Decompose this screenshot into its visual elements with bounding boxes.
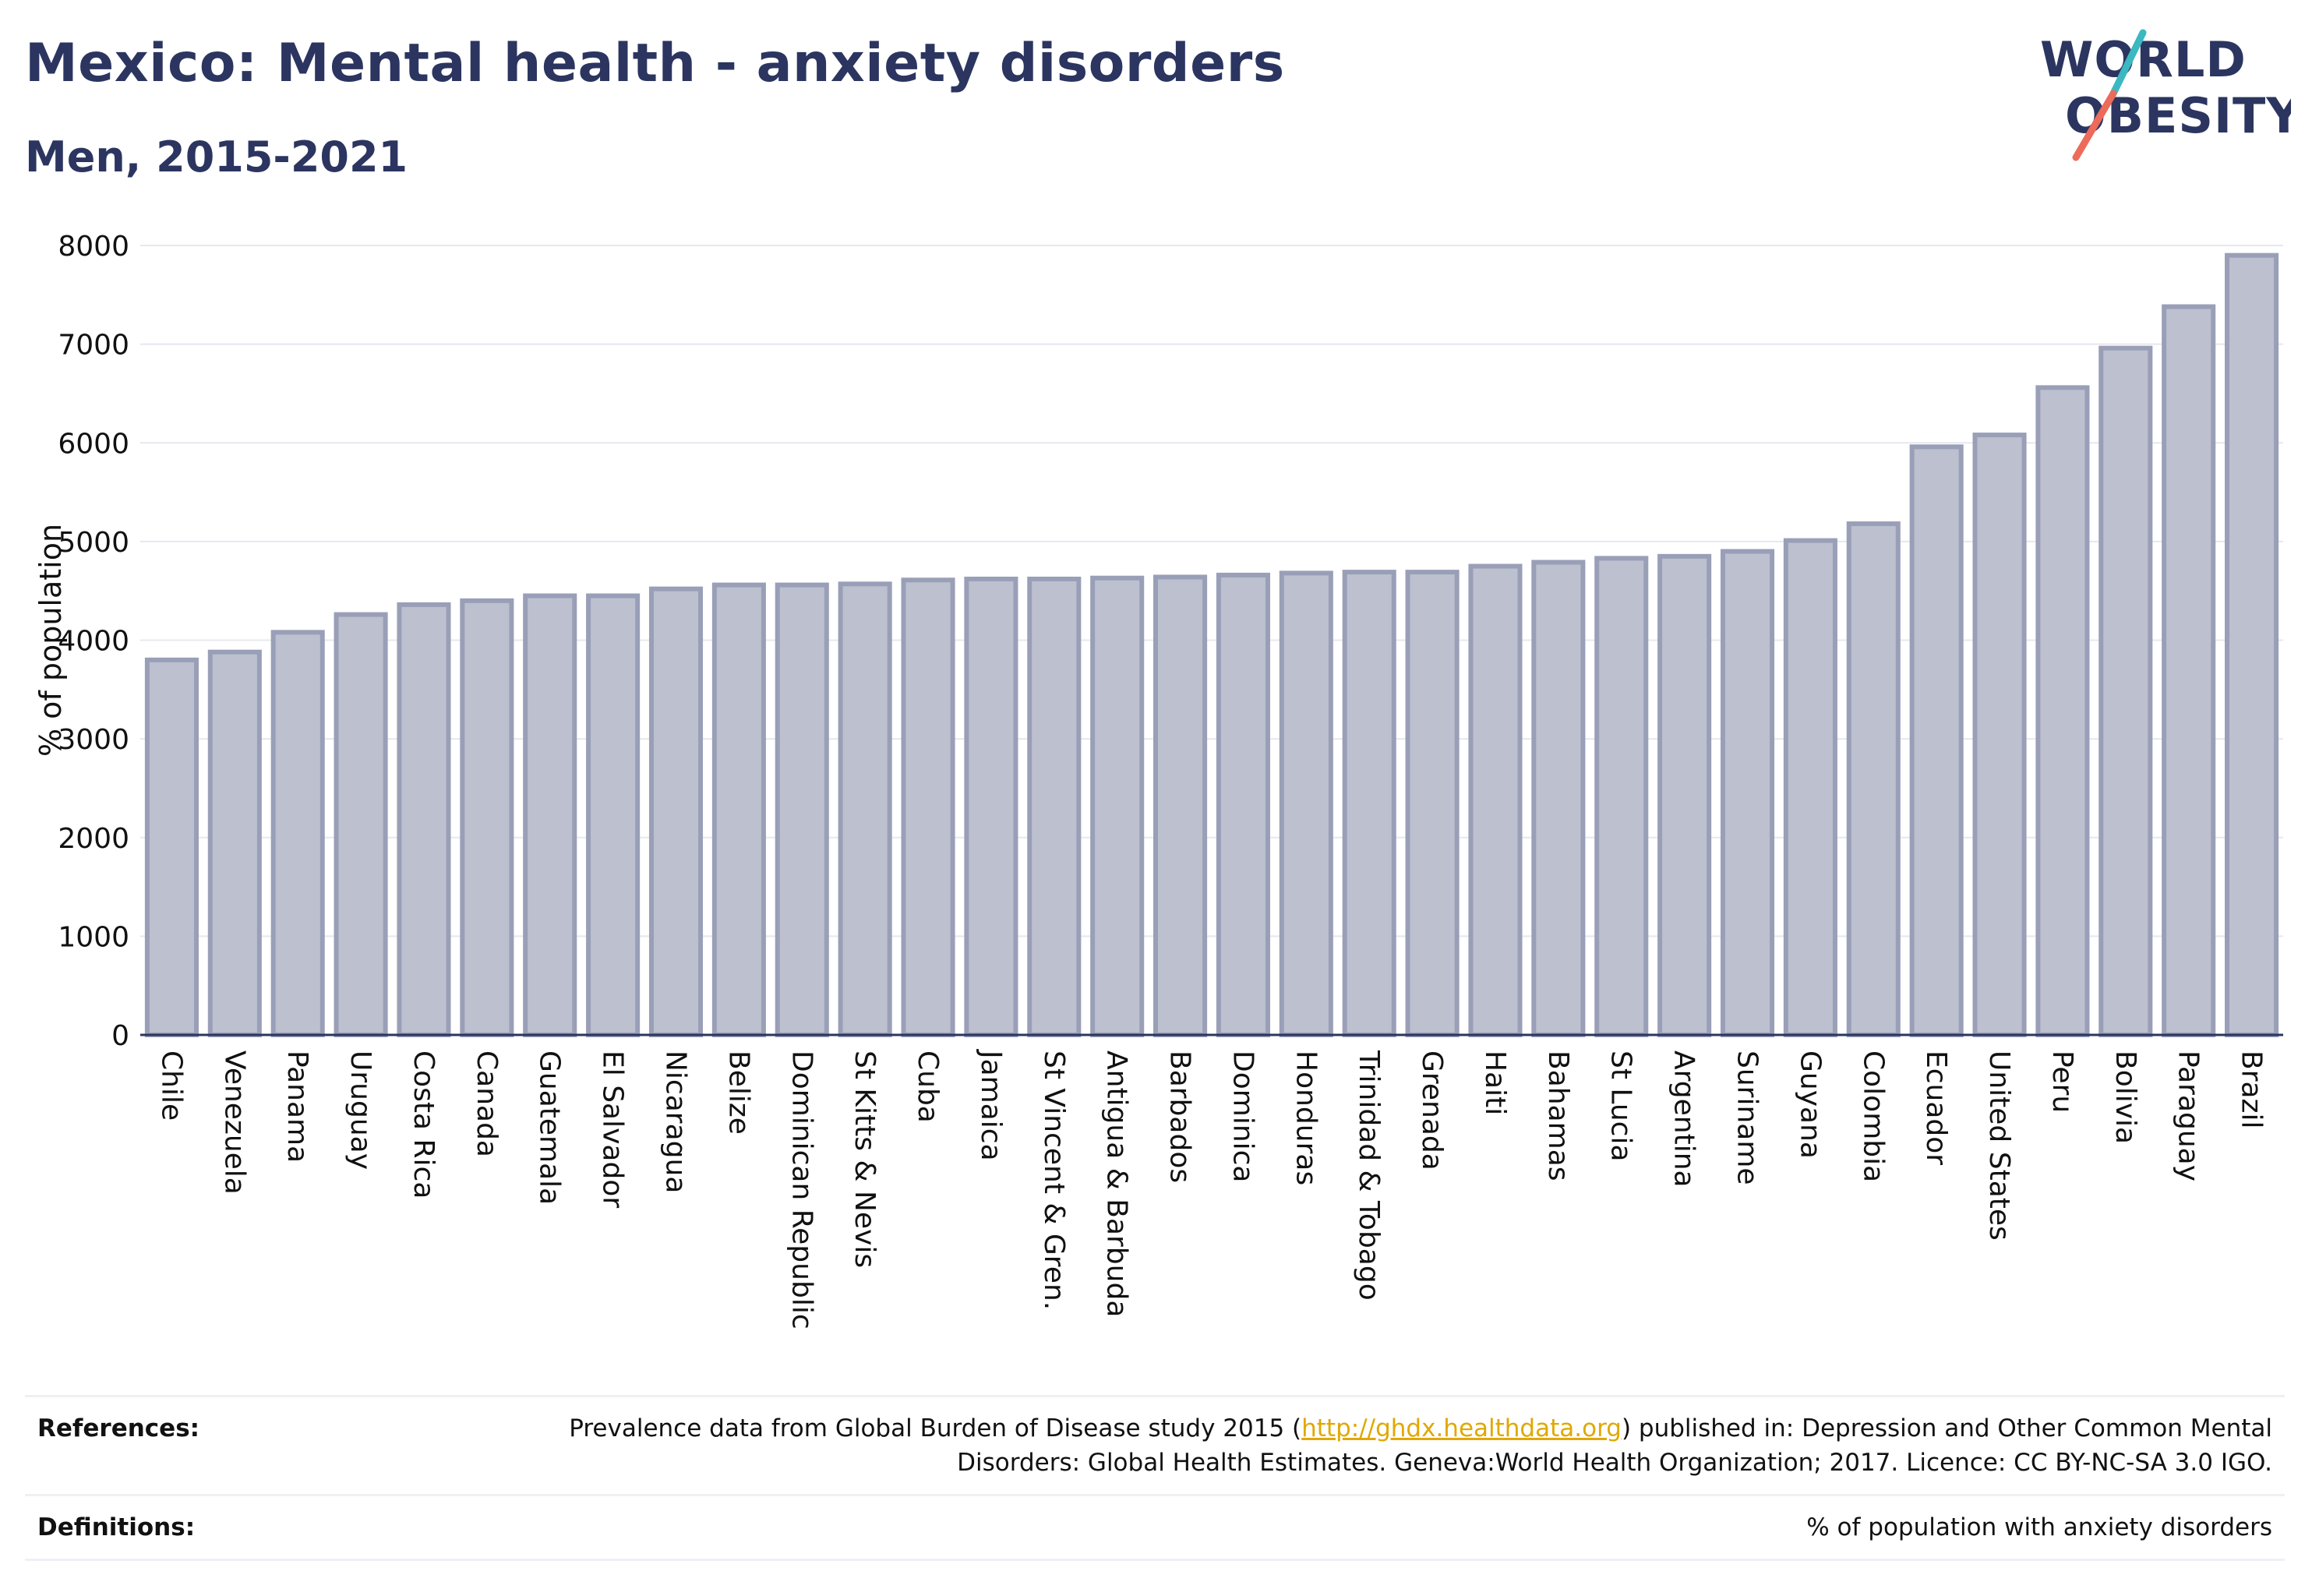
- x-tick-label: Dominica: [1227, 1050, 1258, 1183]
- bar: [1594, 556, 1649, 1037]
- x-tick-label: Brazil: [2236, 1050, 2268, 1128]
- x-tick-label: St Lucia: [1605, 1050, 1637, 1162]
- x-tick-label: Jamaica: [975, 1049, 1007, 1161]
- x-tick-label: Antigua & Barbuda: [1101, 1050, 1133, 1317]
- x-tick-label: Paraguay: [2173, 1050, 2204, 1181]
- y-tick-label: 2000: [58, 823, 129, 855]
- y-tick-label: 3000: [58, 724, 129, 756]
- x-tick-label: Dominican Republic: [785, 1050, 817, 1329]
- bar: [1846, 521, 1901, 1037]
- y-tick-label: 7000: [58, 330, 129, 362]
- bar: [1720, 549, 1775, 1038]
- x-tick-label: Honduras: [1290, 1050, 1322, 1185]
- bar: [1279, 570, 1333, 1037]
- x-tick-label: Colombia: [1857, 1050, 1889, 1182]
- references-text-after: ) published in: Depression and Other Com…: [957, 1414, 2272, 1477]
- bar: [1468, 563, 1523, 1037]
- references-row: References: Prevalence data from Global …: [25, 1395, 2285, 1494]
- bar: [1783, 538, 1837, 1037]
- y-tick-label: 6000: [58, 428, 129, 460]
- chart-title: Mexico: Mental health - anxiety disorder…: [25, 33, 1285, 94]
- x-tick-label: Bahamas: [1542, 1050, 1574, 1181]
- x-tick-label: Guatemala: [534, 1050, 566, 1205]
- references-text-before: Prevalence data from Global Burden of Di…: [569, 1414, 1302, 1442]
- bar: [2035, 385, 2090, 1037]
- y-axis-label: % of population: [34, 524, 68, 757]
- x-tick-label: El Salvador: [597, 1050, 629, 1208]
- references-link[interactable]: http://ghdx.healthdata.org: [1301, 1414, 1622, 1442]
- bar: [901, 577, 955, 1038]
- x-tick-label: Venezuela: [218, 1050, 250, 1195]
- bar: [207, 649, 262, 1037]
- x-tick-label: United States: [1983, 1050, 2015, 1241]
- x-tick-label: Peru: [2046, 1050, 2078, 1113]
- x-tick-label: Belize: [722, 1050, 754, 1135]
- x-tick-label: Nicaragua: [660, 1050, 692, 1193]
- bar: [586, 593, 641, 1037]
- y-tick-label: 0: [111, 1020, 129, 1052]
- x-tick-label: Ecuador: [1920, 1050, 1952, 1165]
- x-tick-label: Haiti: [1479, 1050, 1511, 1115]
- y-tick-label: 1000: [58, 921, 129, 953]
- references-table: References: Prevalence data from Global …: [25, 1395, 2285, 1561]
- y-tick-label: 4000: [58, 626, 129, 658]
- logo-slash-teal: [2109, 29, 2147, 97]
- x-tick-label: Chile: [155, 1050, 187, 1121]
- bar: [1027, 576, 1082, 1037]
- bar: [397, 602, 451, 1037]
- y-tick-label: 8000: [58, 231, 129, 263]
- chart-subtitle: Men, 2015-2021: [25, 132, 408, 182]
- x-tick-label: Guyana: [1794, 1050, 1826, 1159]
- bar: [1342, 570, 1396, 1038]
- bar: [1657, 553, 1712, 1037]
- references-text: Prevalence data from Global Burden of Di…: [558, 1411, 2272, 1480]
- bar: [2225, 252, 2279, 1038]
- x-tick-label: Uruguay: [344, 1050, 376, 1170]
- bar: [1909, 444, 1964, 1037]
- bar: [964, 576, 1018, 1037]
- bar: [460, 598, 514, 1038]
- y-tick-label: 5000: [58, 527, 129, 559]
- x-tick-label: Grenada: [1416, 1050, 1448, 1171]
- bar: [838, 581, 892, 1038]
- x-tick-label: Suriname: [1731, 1050, 1763, 1185]
- x-tick-label: Trinidad & Tobago: [1353, 1050, 1385, 1301]
- bar: [775, 582, 829, 1037]
- bar-chart: 0 1000 2000 3000 4000 5000 6000 7000 8000 % of po…: [34, 231, 2283, 1329]
- bar: [144, 657, 199, 1037]
- bar: [1972, 433, 2027, 1037]
- bar: [334, 612, 388, 1037]
- logo-slash-coral: [2072, 90, 2117, 161]
- x-tick-label: Canada: [471, 1050, 503, 1157]
- bar: [1216, 572, 1270, 1037]
- bar: [648, 586, 704, 1037]
- definitions-row: Definitions: % of population with anxiet…: [25, 1494, 2285, 1561]
- definitions-label: Definitions:: [37, 1513, 196, 1541]
- x-tick-label: Costa Rica: [408, 1050, 439, 1199]
- definitions-text: % of population with anxiety disorders: [1806, 1513, 2272, 1541]
- references-label: References:: [37, 1414, 200, 1442]
- bar: [523, 593, 577, 1037]
- bar: [1531, 560, 1586, 1037]
- world-obesity-logo: WORLD OBESITY: [2040, 29, 2291, 161]
- bar: [2099, 345, 2153, 1037]
- x-tick-label: St Vincent & Gren.: [1038, 1050, 1070, 1310]
- x-tick-label: Barbados: [1164, 1050, 1196, 1183]
- bar: [711, 582, 766, 1037]
- bar: [1090, 575, 1145, 1037]
- x-tick-label: St Kitts & Nevis: [849, 1050, 881, 1268]
- x-tick-label: Argentina: [1668, 1050, 1700, 1188]
- bar: [1405, 570, 1460, 1038]
- bar: [1153, 574, 1208, 1037]
- x-tick-label: Cuba: [912, 1050, 944, 1123]
- x-tick-label: Bolivia: [2109, 1050, 2141, 1144]
- bar: [270, 630, 325, 1037]
- bar: [2162, 304, 2216, 1037]
- x-tick-label: Panama: [281, 1050, 313, 1163]
